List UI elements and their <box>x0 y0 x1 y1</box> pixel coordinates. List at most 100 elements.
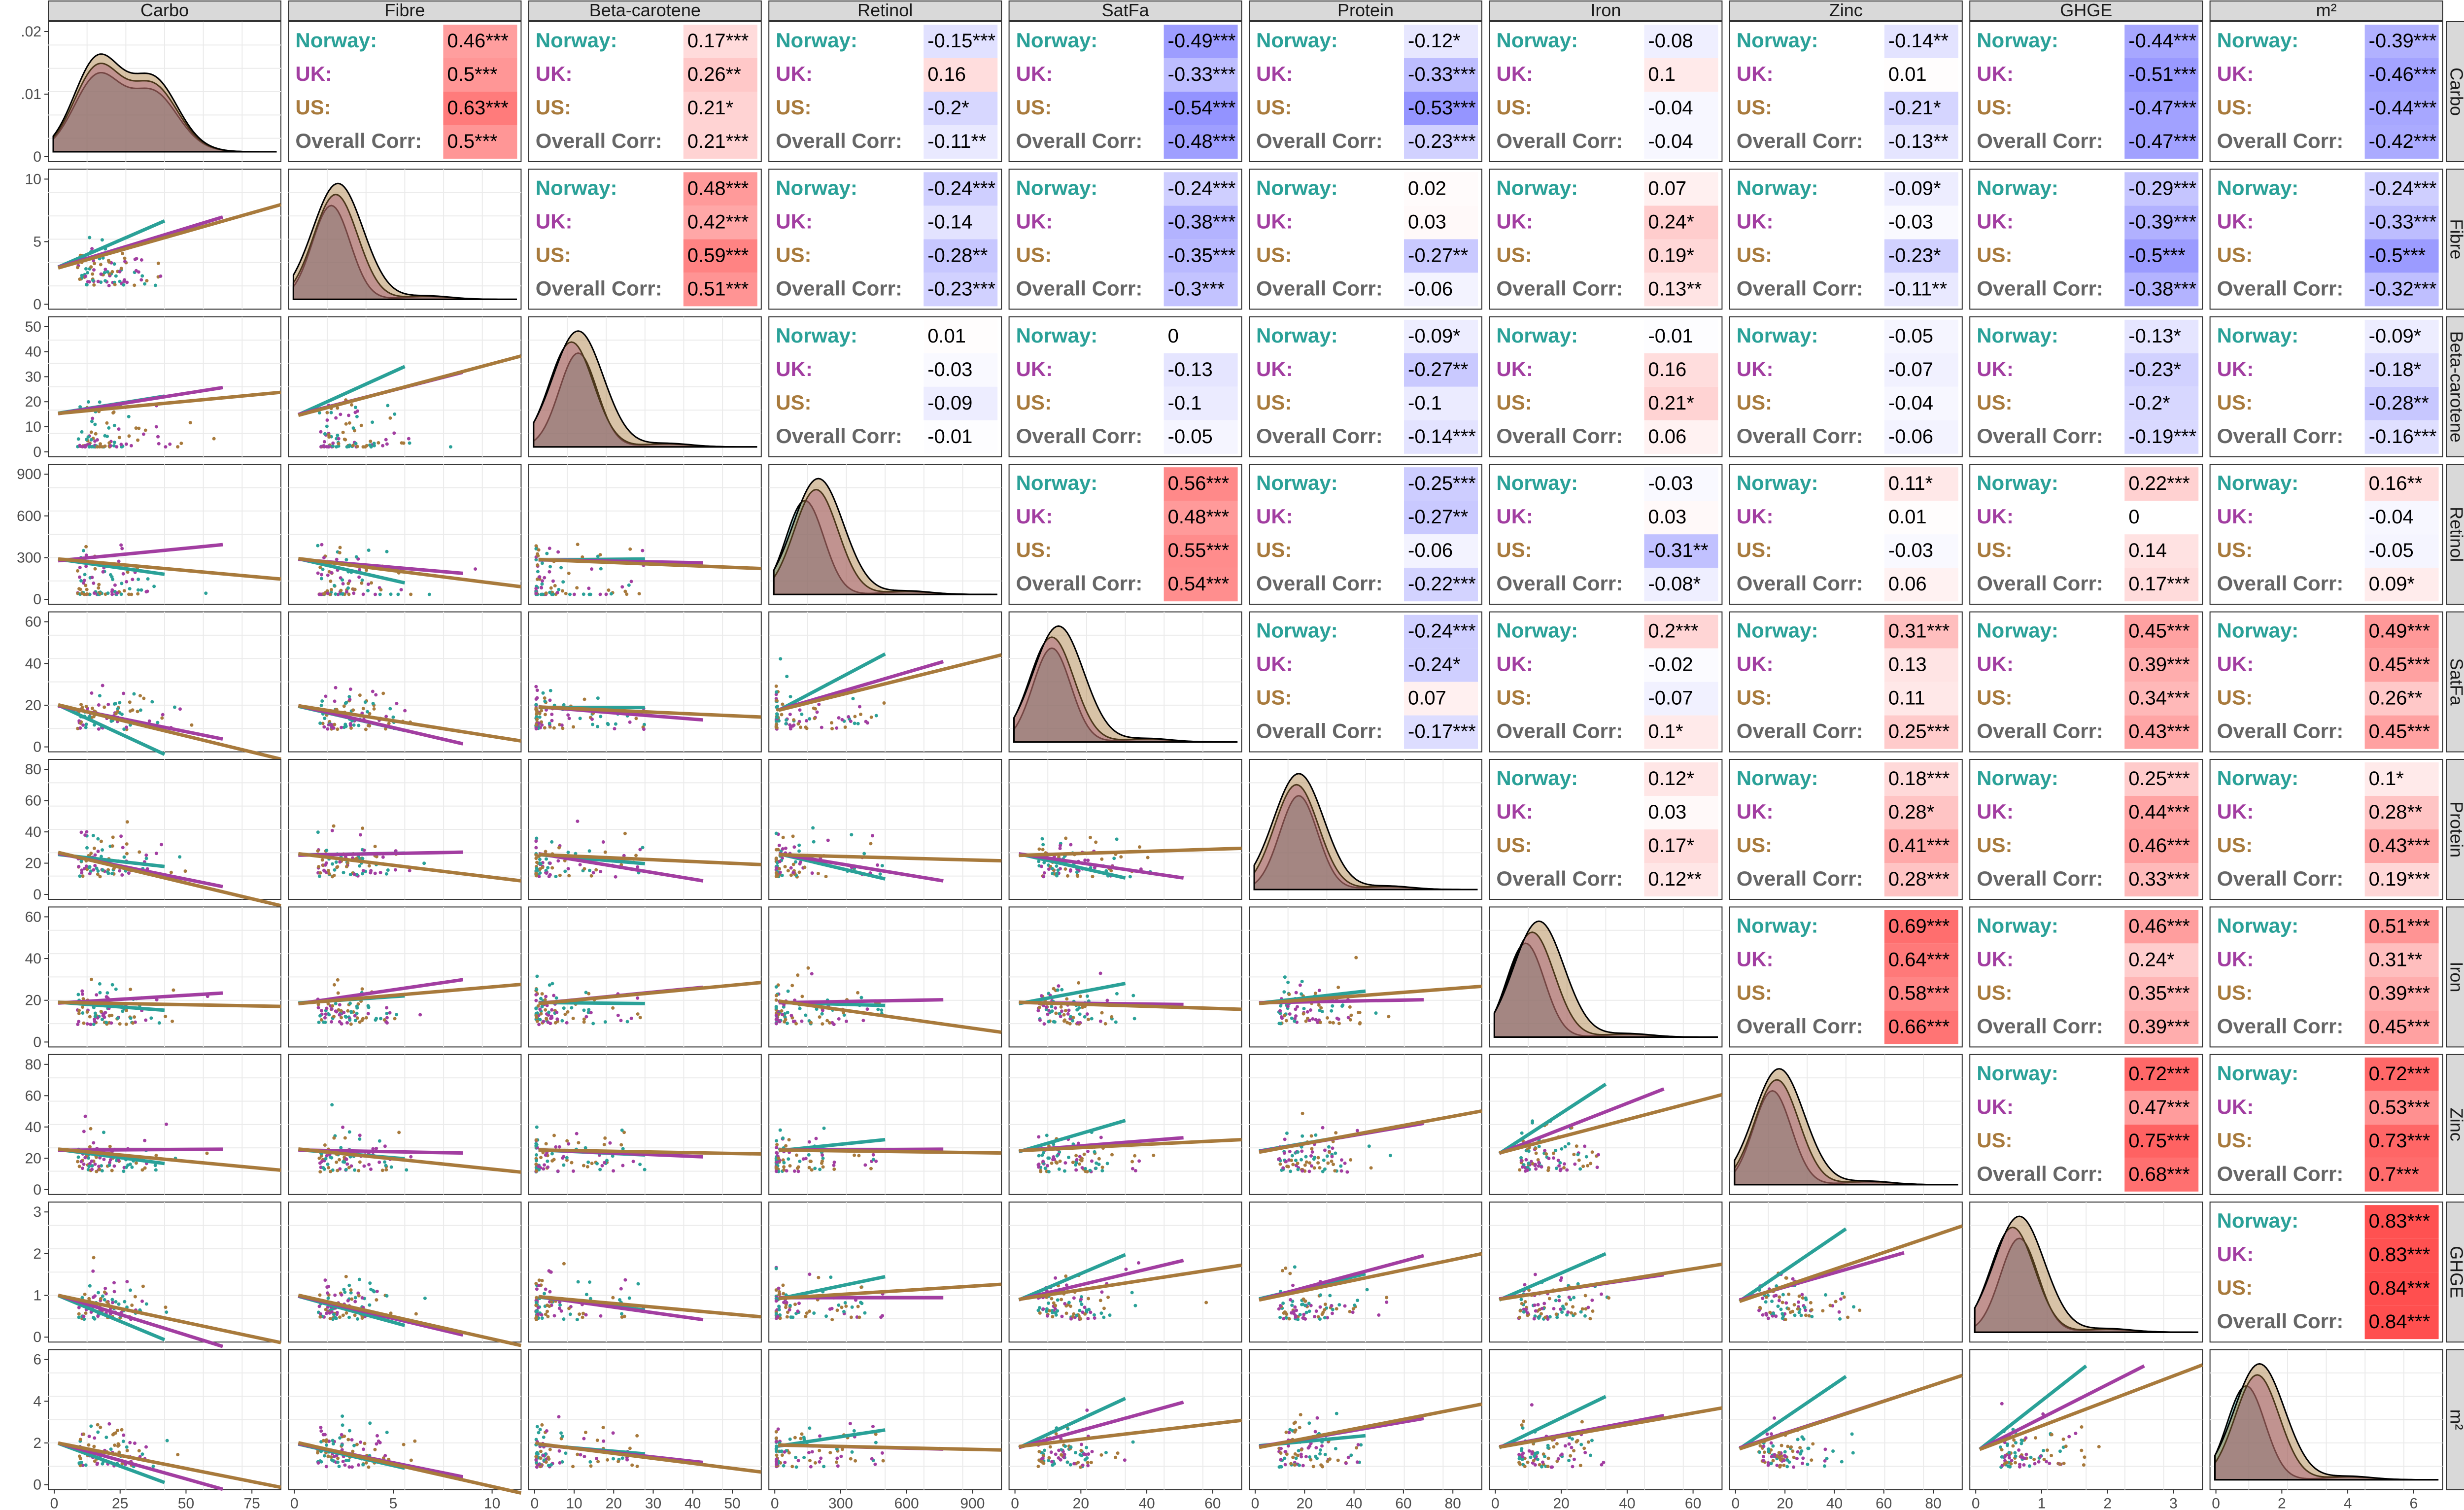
scatter-point-8-1-49 <box>323 1278 327 1282</box>
scatter-point-9-4-68 <box>1079 1448 1083 1452</box>
scatter-point-6-4-71 <box>1065 1021 1069 1025</box>
scatter-point-9-1-2 <box>409 1458 413 1462</box>
scatter-point-7-5-44 <box>1304 1160 1308 1164</box>
scatter-point-4-1-63 <box>371 702 375 706</box>
scatter-point-7-4-61 <box>1051 1158 1055 1162</box>
scatter-point-7-2-81 <box>605 1159 609 1163</box>
scatter-point-3-1-9 <box>389 592 393 596</box>
scatter-point-9-2-60 <box>559 1431 563 1435</box>
scatter-point-7-5-37 <box>1283 1137 1287 1141</box>
scatter-point-9-2-83 <box>616 1460 620 1464</box>
scatter-point-5-0-21 <box>95 866 99 870</box>
scatter-point-9-1-20 <box>367 1465 371 1469</box>
scatter-point-7-5-1 <box>1309 1154 1313 1158</box>
corr-fill-0-9-3 <box>2364 125 2439 159</box>
corr-group-label-us: US: <box>1977 833 2012 857</box>
scatter-point-7-6-14 <box>1581 1165 1585 1168</box>
scatter-point-8-4-73 <box>1081 1310 1085 1314</box>
scatter-point-7-4-84 <box>1105 1162 1109 1166</box>
scatter-point-8-2-36 <box>618 1298 622 1302</box>
scatter-point-9-4-63 <box>1131 1440 1135 1444</box>
corr-value-3-7-3: 0.06 <box>1888 573 1927 595</box>
scatter-point-5-1-80 <box>318 871 322 875</box>
corr-group-label-overall: Overall Corr: <box>1737 276 1863 300</box>
scatter-point-6-4-22 <box>1085 1012 1089 1016</box>
scatter-point-2-0-86 <box>98 445 102 449</box>
scatter-point-5-4-86 <box>1076 874 1080 878</box>
scatter-point-8-0-80 <box>77 1312 81 1316</box>
scatter-point-6-1-47 <box>355 1016 359 1020</box>
scatter-point-8-7-82 <box>1757 1308 1761 1312</box>
scatter-point-6-2-76 <box>552 994 556 997</box>
scatter-point-3-1-72 <box>378 592 382 596</box>
scatter-point-7-1-78 <box>389 1165 393 1169</box>
corr-fill-4-8-0 <box>2124 615 2199 649</box>
corr-group-label-uk: UK: <box>1256 652 1293 676</box>
corr-group-label-norway: Norway: <box>1496 619 1578 642</box>
corr-value-0-9-0: -0.39*** <box>2369 30 2437 52</box>
scatter-point-6-1-70 <box>342 1011 346 1015</box>
corr-group-label-overall: Overall Corr: <box>1977 1162 2103 1185</box>
corr-value-2-8-1: -0.23* <box>2128 359 2181 380</box>
scatter-point-7-2-23 <box>582 1164 585 1167</box>
scatter-point-7-4-62 <box>1085 1170 1089 1174</box>
corr-value-3-8-2: 0.14 <box>2128 540 2167 561</box>
scatter-point-6-5-16 <box>1294 991 1298 995</box>
corr-value-3-4-3: 0.54*** <box>1168 573 1230 595</box>
scatter-point-4-1-36 <box>320 699 324 703</box>
corr-value-1-2-2: 0.59*** <box>687 244 749 266</box>
scatter-point-8-5-27 <box>1307 1309 1311 1313</box>
scatter-point-8-0-48 <box>80 1296 84 1300</box>
scatter-point-9-0-75 <box>96 1430 100 1434</box>
scatter-point-5-2-25 <box>548 873 552 877</box>
scatter-point-9-4-19 <box>1086 1464 1090 1468</box>
scatter-point-9-1-51 <box>361 1463 365 1467</box>
scatter-point-8-3-75 <box>829 1275 833 1279</box>
scatter-point-2-1-9 <box>408 441 411 445</box>
scatter-point-8-7-65 <box>1842 1295 1846 1299</box>
scatter-point-7-3-27 <box>787 1157 790 1161</box>
corr-fill-1-5-3 <box>1404 273 1478 307</box>
scatter-point-6-1-22 <box>418 1013 422 1017</box>
scatter-point-5-4-57 <box>1042 860 1046 864</box>
scatter-point-5-1-85 <box>381 855 385 859</box>
scatter-point-2-1-78 <box>351 426 355 430</box>
scatter-point-3-0-51 <box>137 588 140 592</box>
scatter-point-7-1-16 <box>344 1157 348 1161</box>
scatter-point-8-2-51 <box>636 1282 640 1286</box>
scatter-point-2-0-77 <box>95 445 99 449</box>
scatter-point-3-1-40 <box>335 557 339 561</box>
scatter-point-6-2-64 <box>534 993 538 997</box>
scatter-point-5-2-2 <box>603 850 607 854</box>
corr-value-4-6-0: 0.2*** <box>1648 620 1698 642</box>
scatter-point-2-1-49 <box>381 444 385 447</box>
scatter-point-6-5-79 <box>1286 1004 1290 1008</box>
scatter-point-6-1-85 <box>316 1006 320 1010</box>
corr-value-1-2-1: 0.42*** <box>687 211 749 233</box>
corr-value-3-5-0: -0.25*** <box>1408 473 1476 494</box>
scatter-point-7-2-63 <box>565 1156 569 1160</box>
scatter-point-7-5-22 <box>1288 1150 1292 1154</box>
scatter-point-6-4-73 <box>1057 984 1061 988</box>
scatter-point-7-4-51 <box>1057 1167 1061 1171</box>
scatter-point-3-2-34 <box>548 570 551 574</box>
corr-value-4-6-3: 0.1* <box>1648 721 1683 743</box>
scatter-point-1-0-66 <box>112 262 116 266</box>
scatter-point-5-0-12 <box>144 857 148 860</box>
scatter-point-6-3-82 <box>861 1019 865 1023</box>
scatter-point-5-2-34 <box>556 859 560 863</box>
scatter-point-2-1-34 <box>319 430 323 434</box>
scatter-point-6-3-69 <box>786 989 790 993</box>
scatter-point-3-0-49 <box>131 578 135 582</box>
scatter-point-4-1-56 <box>372 707 376 711</box>
corr-value-3-5-2: -0.06 <box>1408 540 1453 561</box>
scatter-point-9-1-77 <box>413 1439 417 1443</box>
scatter-point-3-2-47 <box>575 586 579 590</box>
scatter-point-5-0-66 <box>101 848 104 852</box>
corr-group-label-uk: UK: <box>1977 652 2014 676</box>
scatter-point-9-4-49 <box>1049 1450 1053 1454</box>
scatter-point-9-0-66 <box>165 1439 169 1442</box>
corr-fill-3-8-1 <box>2124 501 2199 535</box>
scatter-point-7-2-9 <box>535 1125 539 1129</box>
scatter-point-8-1-55 <box>317 1304 321 1308</box>
